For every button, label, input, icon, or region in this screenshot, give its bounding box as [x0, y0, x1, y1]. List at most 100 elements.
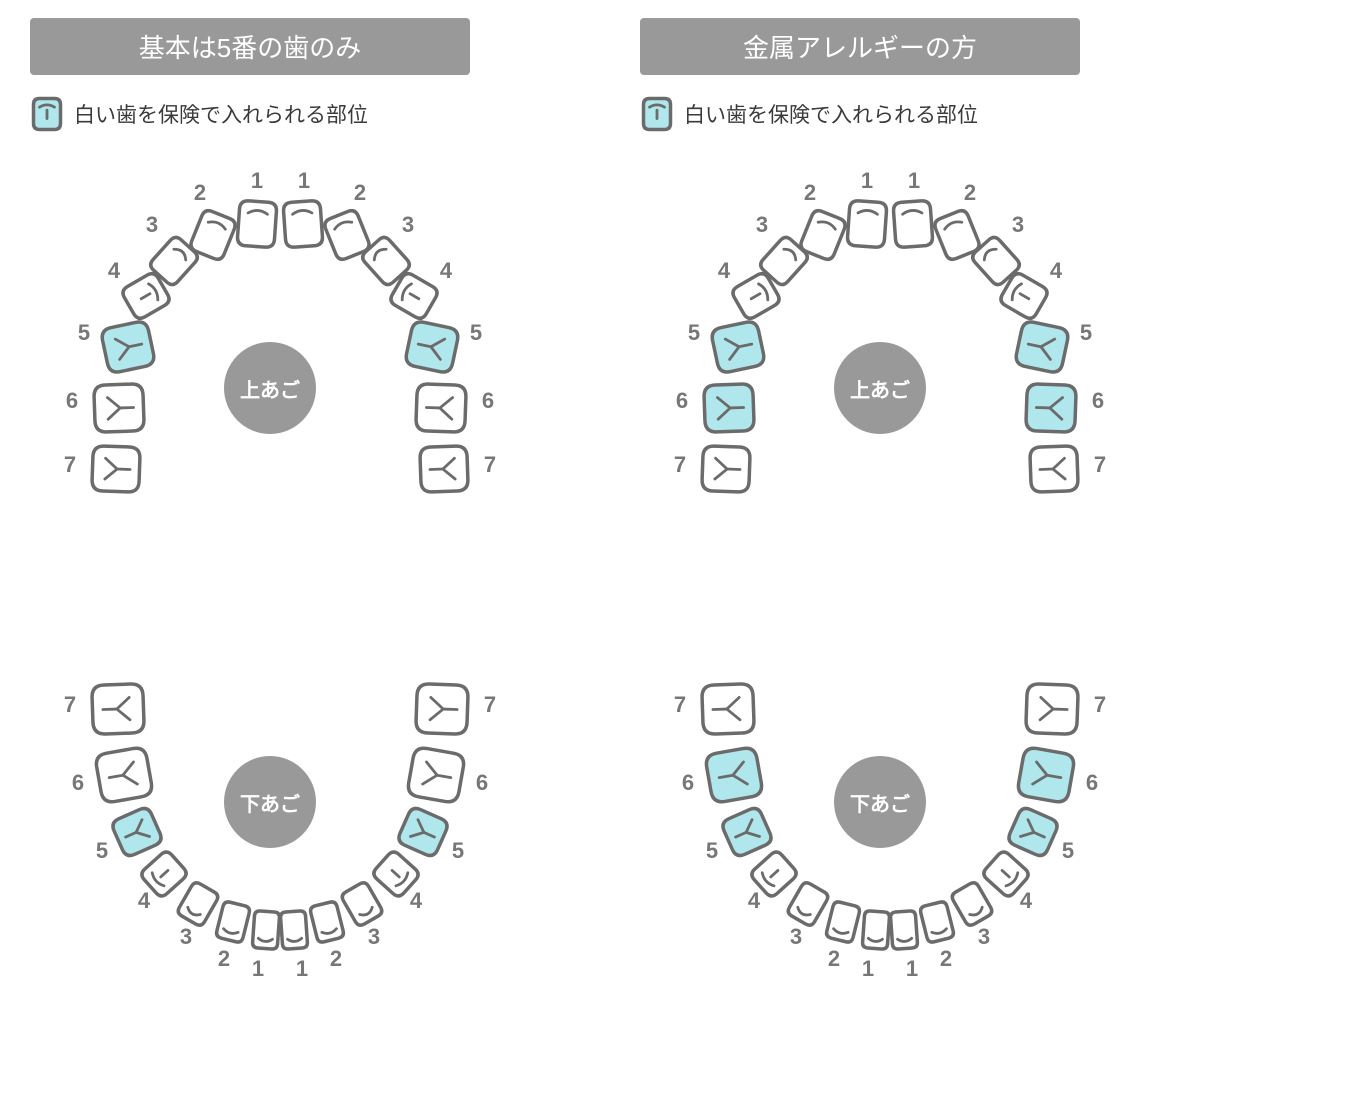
- panel-right: 金属アレルギーの方 白い歯を保険で入れられる部位上あご 1 2 3 4 5: [640, 18, 1240, 155]
- upper-arch: 上あご 1 2 3 4 5 6 7: [40, 170, 500, 550]
- legend-text: 白い歯を保険で入れられる部位: [684, 99, 978, 129]
- tooth-6: [91, 742, 158, 807]
- tooth-7: [88, 680, 148, 738]
- tooth-number: 5: [72, 320, 96, 346]
- upper-arch: 上あご 1 2 3 4 5 6 7: [650, 170, 1110, 550]
- tooth-5: [706, 316, 770, 378]
- tooth-number: 2: [188, 180, 212, 206]
- tooth-number: 3: [750, 212, 774, 238]
- tooth-number: 4: [712, 258, 736, 284]
- tooth-number: 4: [434, 258, 458, 284]
- tooth-number: 6: [1080, 770, 1104, 796]
- tooth-number: 7: [478, 692, 502, 718]
- jaw-label-circle: 下あご: [834, 756, 926, 848]
- tooth-number: 4: [404, 888, 428, 914]
- tooth-number: 6: [1086, 388, 1110, 414]
- tooth-number: 6: [66, 770, 90, 796]
- panel-header: 金属アレルギーの方: [640, 18, 1080, 75]
- tooth-number: 4: [1044, 258, 1068, 284]
- tooth-1: [887, 907, 922, 953]
- tooth-7: [698, 442, 754, 496]
- jaw-label-circle: 上あご: [224, 342, 316, 434]
- jaw-label-circle: 下あご: [224, 756, 316, 848]
- tooth-number: 1: [856, 956, 880, 982]
- jaw-label-text: 上あご: [240, 374, 300, 403]
- panel-left: 基本は5番の歯のみ 白い歯を保険で入れられる部位上あご 1 2 3 4 5: [30, 18, 630, 155]
- tooth-number: 5: [464, 320, 488, 346]
- tooth-number: 7: [1088, 692, 1112, 718]
- tooth-6: [701, 742, 768, 807]
- tooth-6: [1013, 742, 1080, 807]
- tooth-number: 4: [102, 258, 126, 284]
- tooth-number: 1: [246, 956, 270, 982]
- tooth-number: 2: [958, 180, 982, 206]
- tooth-number: 5: [90, 838, 114, 864]
- tooth-number: 1: [900, 956, 924, 982]
- tooth-6: [700, 380, 758, 436]
- lower-arch: 下あご 7 6 5 4 3 2 1: [650, 660, 1110, 1040]
- jaw-label-text: 下あご: [240, 788, 300, 817]
- tooth-number: 1: [855, 168, 879, 194]
- tooth-number: 4: [132, 888, 156, 914]
- legend-tooth-icon: [640, 95, 674, 133]
- tooth-number: 3: [396, 212, 420, 238]
- tooth-number: 2: [324, 946, 348, 972]
- tooth-number: 1: [245, 168, 269, 194]
- jaw-label-circle: 上あご: [834, 342, 926, 434]
- tooth-number: 5: [682, 320, 706, 346]
- tooth-number: 3: [972, 924, 996, 950]
- tooth-6: [1022, 380, 1080, 436]
- tooth-number: 3: [1006, 212, 1030, 238]
- tooth-1: [233, 197, 281, 252]
- tooth-5: [400, 316, 464, 378]
- tooth-number: 1: [290, 956, 314, 982]
- panel-header: 基本は5番の歯のみ: [30, 18, 470, 75]
- tooth-number: 2: [212, 946, 236, 972]
- legend-tooth-icon: [30, 95, 64, 133]
- tooth-number: 4: [742, 888, 766, 914]
- tooth-number: 3: [140, 212, 164, 238]
- tooth-7: [88, 442, 144, 496]
- tooth-7: [1026, 442, 1082, 496]
- tooth-number: 2: [934, 946, 958, 972]
- lower-arch: 下あご 7 6 5 4 3 2 1: [40, 660, 500, 1040]
- tooth-7: [412, 680, 472, 738]
- jaw-label-text: 上あご: [850, 374, 910, 403]
- tooth-5: [1010, 316, 1074, 378]
- tooth-number: 1: [902, 168, 926, 194]
- tooth-number: 6: [476, 388, 500, 414]
- tooth-number: 2: [798, 180, 822, 206]
- tooth-number: 5: [700, 838, 724, 864]
- tooth-5: [96, 316, 160, 378]
- tooth-number: 4: [1014, 888, 1038, 914]
- tooth-number: 2: [822, 946, 846, 972]
- legend-text: 白い歯を保険で入れられる部位: [74, 99, 368, 129]
- tooth-6: [412, 380, 470, 436]
- tooth-number: 7: [668, 692, 692, 718]
- tooth-7: [416, 442, 472, 496]
- tooth-number: 6: [670, 388, 694, 414]
- tooth-number: 3: [174, 924, 198, 950]
- tooth-number: 3: [362, 924, 386, 950]
- tooth-7: [698, 680, 758, 738]
- tooth-6: [90, 380, 148, 436]
- tooth-number: 7: [58, 452, 82, 478]
- tooth-number: 7: [478, 452, 502, 478]
- tooth-number: 6: [676, 770, 700, 796]
- tooth-number: 6: [470, 770, 494, 796]
- tooth-number: 7: [58, 692, 82, 718]
- tooth-7: [1022, 680, 1082, 738]
- tooth-number: 5: [1056, 838, 1080, 864]
- tooth-number: 5: [1074, 320, 1098, 346]
- tooth-number: 1: [292, 168, 316, 194]
- tooth-number: 7: [1088, 452, 1112, 478]
- tooth-number: 5: [446, 838, 470, 864]
- tooth-number: 6: [60, 388, 84, 414]
- tooth-6: [403, 742, 470, 807]
- tooth-1: [277, 907, 312, 953]
- tooth-number: 2: [348, 180, 372, 206]
- legend: 白い歯を保険で入れられる部位: [30, 93, 630, 135]
- tooth-number: 7: [668, 452, 692, 478]
- legend: 白い歯を保険で入れられる部位: [640, 93, 1240, 135]
- jaw-label-text: 下あご: [850, 788, 910, 817]
